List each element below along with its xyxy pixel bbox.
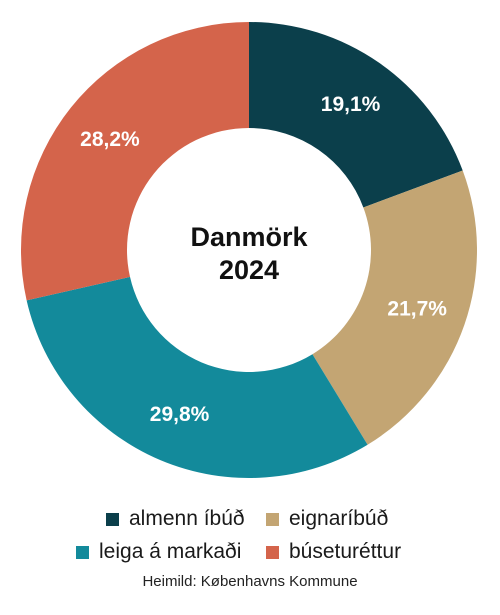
source-note: Heimild: Københavns Kommune	[142, 573, 358, 590]
legend-label: búseturéttur	[289, 540, 402, 563]
slice-value-label-2: 29,8%	[150, 403, 210, 426]
legend-item-busetureettur: búseturéttur	[266, 540, 401, 564]
donut-slices	[20, 22, 477, 478]
legend-label: eignaríbúð	[289, 507, 389, 530]
legend-swatch	[266, 545, 279, 559]
legend-label: almenn íbúð	[129, 507, 245, 530]
donut-slice-2	[26, 276, 368, 478]
donut-slice-0	[249, 22, 463, 208]
center-title-line-1: Danmörk	[190, 222, 308, 252]
legend-label: leiga á markaði	[99, 540, 242, 563]
slice-value-label-3: 28,2%	[80, 128, 140, 151]
legend-swatch	[106, 512, 119, 526]
slice-value-label-1: 21,7%	[387, 297, 447, 320]
donut-chart: 19,1% 21,7% 29,8% 28,2% Danmörk 2024	[20, 22, 477, 478]
slice-labels: 19,1% 21,7% 29,8% 28,2%	[80, 93, 447, 426]
donut-slice-3	[20, 22, 249, 301]
center-title-line-2: 2024	[219, 255, 279, 285]
slice-value-label-0: 19,1%	[321, 93, 381, 116]
legend-item-leiga-a-markadi: leiga á markaði	[76, 540, 241, 564]
donut-slice-1	[312, 170, 477, 445]
legend-item-almenn-ibud: almenn íbúð	[106, 507, 245, 531]
legend-swatch	[266, 512, 279, 526]
legend-item-eignaribud: eignaríbúð	[266, 507, 388, 531]
legend-swatch	[76, 545, 89, 559]
